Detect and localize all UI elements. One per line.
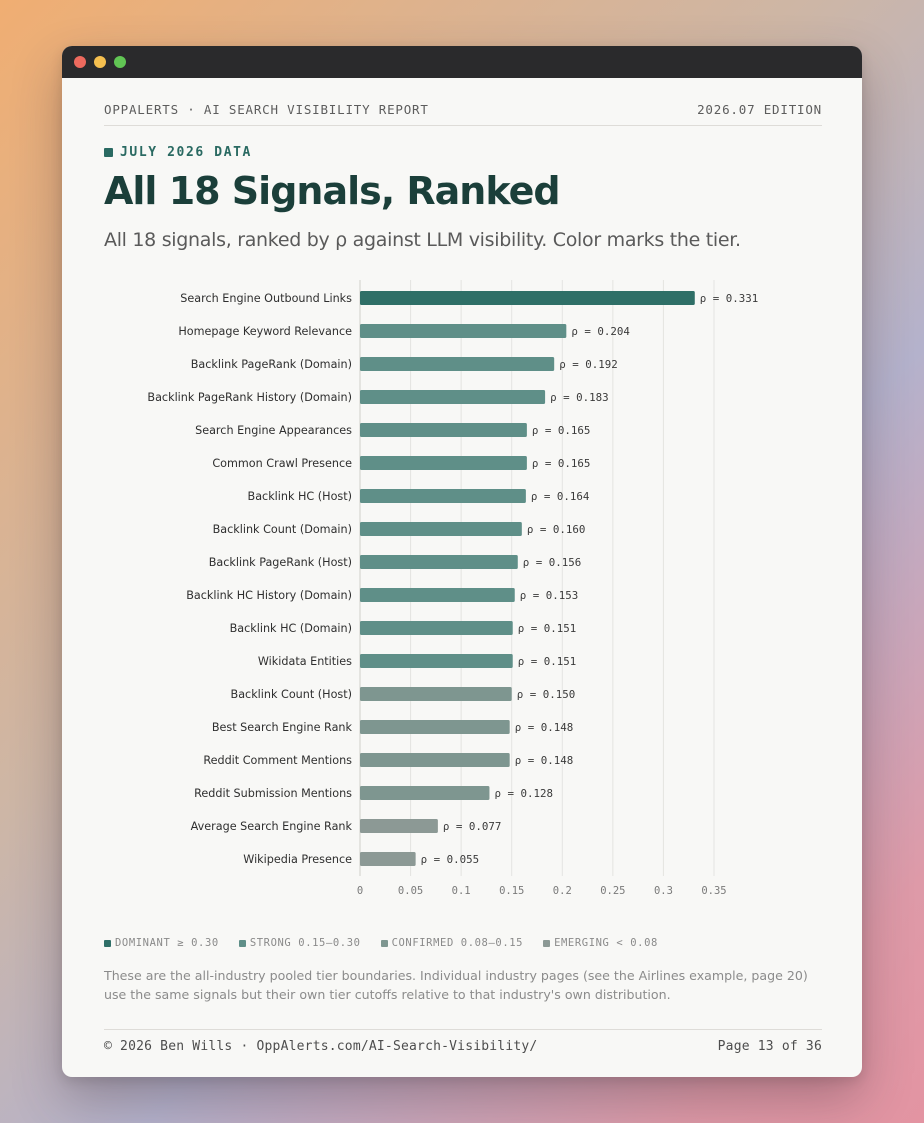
minimize-window-button[interactable] [94,56,106,68]
category-label: Backlink Count (Host) [231,688,352,701]
legend-swatch-dominant [104,939,111,947]
category-label: Backlink PageRank History (Domain) [147,391,352,404]
value-label: ρ = 0.192 [559,358,618,371]
section-kicker: JULY 2026 DATA [104,145,252,160]
legend-item-emerging: EMERGING < 0.08 [543,937,658,949]
report-edition: 2026.07 EDITION [697,102,822,117]
x-tick-label: 0.15 [499,885,524,897]
category-label: Reddit Submission Mentions [194,787,352,800]
report-header-title: OPPALERTS · AI SEARCH VISIBILITY REPORT [104,102,429,117]
value-label: ρ = 0.331 [700,292,759,305]
x-tick-label: 0.35 [701,885,726,897]
value-label: ρ = 0.165 [532,457,591,470]
x-tick-label: 0.25 [600,885,625,897]
value-label: ρ = 0.077 [443,820,502,833]
x-tick-label: 0 [357,885,363,897]
bar-16 [360,786,490,800]
category-label: Best Search Engine Rank [212,721,353,734]
category-label: Common Crawl Presence [212,457,352,470]
footer-copyright: © 2026 Ben Wills · OppAlerts.com/AI-Sear… [104,1039,538,1054]
bar-3 [360,357,555,371]
category-label: Homepage Keyword Relevance [178,325,352,338]
bar-4 [360,390,546,404]
category-label: Search Engine Outbound Links [180,292,352,305]
category-label: Backlink PageRank (Domain) [191,358,352,371]
value-label: ρ = 0.153 [520,589,579,602]
kicker-square-icon [104,148,113,157]
tier-legend: DOMINANT ≥ 0.30 STRONG 0.15–0.30 CONFIRMED… [104,937,658,949]
tier-note: These are the all-industry pooled tier b… [104,968,808,1002]
report-window: OPPALERTS · AI SEARCH VISIBILITY REPORT … [62,46,862,1077]
category-label: Backlink PageRank (Host) [209,556,352,569]
x-tick-label: 0.1 [452,885,471,897]
legend-item-dominant: DOMINANT ≥ 0.30 [104,937,219,949]
kicker-label: JULY 2026 DATA [120,145,252,160]
legend-label-dominant: DOMINANT ≥ 0.30 [115,937,219,949]
page-title: All 18 Signals, Ranked [104,169,561,213]
bar-2 [360,324,567,338]
x-tick-label: 0.3 [654,885,673,897]
bar-10 [360,588,515,602]
bar-17 [360,819,438,833]
bar-9 [360,555,518,569]
legend-item-strong: STRONG 0.15–0.30 [238,937,361,949]
bar-6 [360,456,527,470]
category-label: Search Engine Appearances [195,424,352,437]
legend-label-confirmed: CONFIRMED 0.08–0.15 [391,937,524,949]
footer-divider [104,1029,822,1030]
bar-12 [360,654,513,668]
legend-swatch-confirmed [380,939,388,947]
category-label: Backlink HC History (Domain) [186,589,352,602]
bar-8 [360,522,522,536]
bar-18 [360,852,416,866]
bar-1 [360,291,695,305]
value-label: ρ = 0.128 [494,787,553,800]
legend-label-emerging: EMERGING < 0.08 [554,937,658,949]
category-label: Wikidata Entities [258,655,352,668]
category-label: Backlink HC (Host) [248,490,352,503]
window-titlebar [62,46,862,78]
legend-item-confirmed: CONFIRMED 0.08–0.15 [380,937,524,949]
x-tick-label: 0.05 [398,885,423,897]
category-label: Backlink Count (Domain) [213,523,352,536]
header-divider [104,125,822,126]
page-subtitle: All 18 signals, ranked by ρ against LLM … [104,229,741,251]
value-label: ρ = 0.156 [523,556,582,569]
value-label: ρ = 0.148 [515,754,574,767]
page-number: Page 13 of 36 [717,1039,822,1054]
legend-swatch-strong [238,939,246,947]
bar-5 [360,423,527,437]
legend-swatch-emerging [543,939,551,947]
legend-label-strong: STRONG 0.15–0.30 [249,937,361,949]
value-label: ρ = 0.151 [518,622,577,635]
value-label: ρ = 0.055 [421,853,480,866]
value-label: ρ = 0.183 [550,391,609,404]
value-label: ρ = 0.204 [571,325,630,338]
category-label: Average Search Engine Rank [191,820,353,833]
category-label: Wikipedia Presence [243,853,352,866]
category-label: Backlink HC (Domain) [230,622,352,635]
bar-11 [360,621,513,635]
ranked-signals-bar-chart: Search Engine Outbound Links ρ = 0.331 Hom… [147,280,759,897]
bar-7 [360,489,526,503]
value-label: ρ = 0.148 [515,721,574,734]
x-tick-label: 0.2 [553,885,572,897]
bar-15 [360,753,510,767]
category-label: Reddit Comment Mentions [203,754,352,767]
value-label: ρ = 0.150 [517,688,576,701]
value-label: ρ = 0.165 [532,424,591,437]
zoom-window-button[interactable] [114,56,126,68]
bar-13 [360,687,512,701]
close-window-button[interactable] [74,56,86,68]
bar-14 [360,720,510,734]
value-label: ρ = 0.151 [518,655,577,668]
value-label: ρ = 0.164 [531,490,590,503]
value-label: ρ = 0.160 [527,523,586,536]
